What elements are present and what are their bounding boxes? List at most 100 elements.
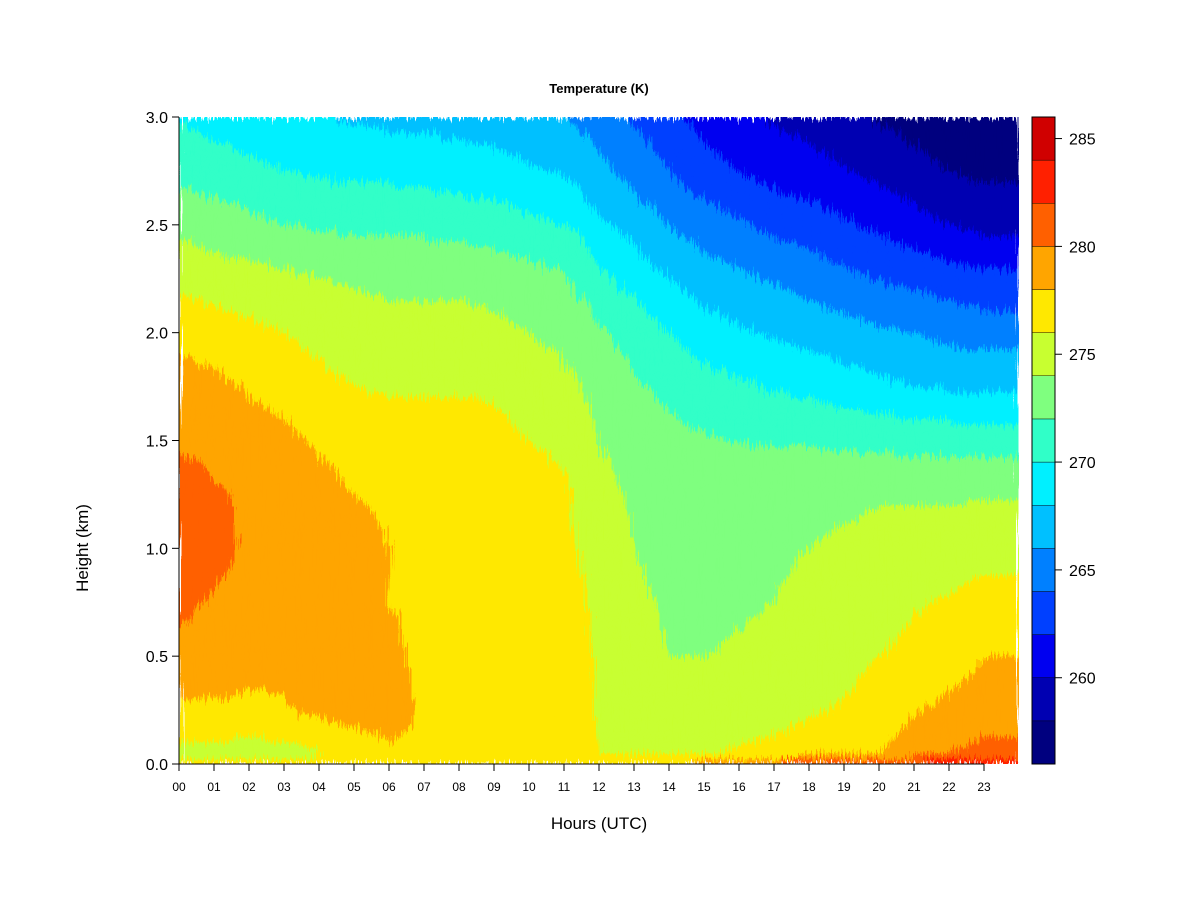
heatmap-cell [235,424,241,431]
heatmap-cell [283,235,289,242]
heatmap-cell [235,246,241,253]
heatmap-cell [292,154,298,161]
heatmap-cell [353,386,359,393]
heatmap-cell [213,402,219,409]
heatmap-cell [253,197,259,204]
heatmap-cell [261,208,267,215]
heatmap-cell [296,623,302,630]
heatmap-cell [336,510,342,517]
heatmap-cell [191,634,197,641]
heatmap-cell [235,655,241,662]
heatmap-cell [231,273,237,280]
heatmap-cell [296,720,302,727]
heatmap-cell [309,709,315,716]
heatmap-cell [204,208,210,215]
heatmap-cell [204,343,210,350]
heatmap-cell [266,283,272,290]
heatmap-cell [244,337,250,344]
heatmap-cell [314,580,320,587]
heatmap-cell [336,553,342,560]
heatmap-cell [191,154,197,161]
heatmap-cell [261,548,267,555]
heatmap-cell [331,386,337,393]
heatmap-cell [248,548,254,555]
heatmap-cell [288,558,294,565]
heatmap-cell [226,170,232,177]
heatmap-cell [248,553,254,560]
heatmap-cell [331,283,337,290]
heatmap-cell [318,709,324,716]
heatmap-cell [344,294,350,301]
heatmap-cell [200,197,206,204]
heatmap-cell [318,370,324,377]
heatmap-cell [226,176,232,182]
heatmap-cell [327,240,333,247]
heatmap-cell [231,348,237,355]
heatmap-cell [235,537,241,544]
heatmap-cell [274,359,280,366]
heatmap-cell [200,348,206,355]
heatmap-cell [270,467,276,474]
heatmap-cell [261,569,267,576]
heatmap-cell [301,273,307,280]
heatmap-cell [288,601,294,608]
heatmap-cell [253,515,259,522]
heatmap-cell [314,450,320,457]
heatmap-cell [344,553,350,560]
heatmap-cell [222,477,228,484]
heatmap-cell [318,758,324,764]
heatmap-cell [358,709,364,716]
heatmap-cell [331,267,337,274]
heatmap-cell [340,386,346,393]
heatmap-cell [296,251,302,258]
heatmap-cell [204,758,210,764]
heatmap-cell [274,300,280,307]
heatmap-cell [305,699,311,705]
heatmap-cell [187,273,193,280]
heatmap-cell [283,176,289,182]
heatmap-cell [179,149,184,156]
heatmap-cell [244,143,250,150]
heatmap-cell [336,483,342,490]
heatmap-cell [279,424,285,431]
heatmap-cell [226,742,232,749]
heatmap-cell [244,704,250,711]
heatmap-cell [279,132,285,139]
heatmap-cell [309,300,315,307]
heatmap-cell [257,278,263,285]
heatmap-cell [292,596,298,603]
heatmap-cell [222,591,228,598]
heatmap-cell [344,461,350,468]
heatmap-cell [218,553,224,560]
heatmap-cell [349,127,355,134]
heatmap-cell [266,521,272,528]
heatmap-cell [209,553,215,560]
heatmap-cell [179,186,184,193]
heatmap-cell [226,758,232,764]
heatmap-cell [358,682,364,689]
heatmap-cell [248,316,254,323]
heatmap-cell [314,256,320,263]
heatmap-cell [270,504,276,511]
heatmap-cell [248,612,254,619]
heatmap-cell [244,132,250,139]
heatmap-cell [213,483,219,490]
heatmap-cell [248,402,254,409]
heatmap-cell [318,429,324,436]
heatmap-cell [274,472,280,479]
heatmap-cell [187,483,193,490]
heatmap-cell [288,574,294,581]
heatmap-cell [274,176,280,182]
heatmap-cell [209,229,215,236]
heatmap-cell [244,192,250,199]
heatmap-cell [331,553,337,560]
heatmap-cell [239,186,245,193]
heatmap-cell [191,300,197,307]
heatmap-cell [270,472,276,479]
heatmap-cell [279,402,285,409]
heatmap-cell [226,397,232,404]
heatmap-cell [279,348,285,355]
heatmap-cell [314,477,320,484]
heatmap-cell [336,704,342,711]
heatmap-cell [261,143,267,150]
